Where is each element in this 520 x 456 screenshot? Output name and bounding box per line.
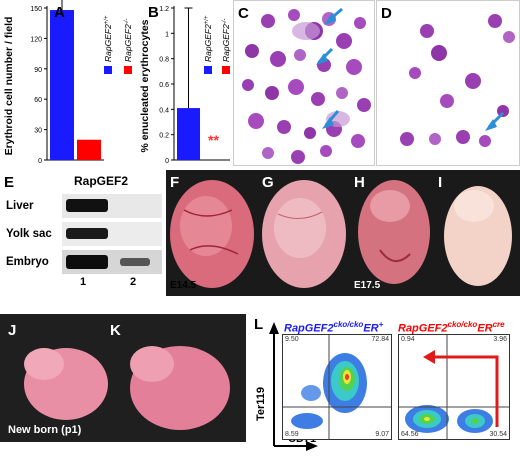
blot-strip-liver	[62, 194, 162, 218]
flow-left-lr: 9.07	[375, 431, 389, 438]
blot-strip-embryo	[62, 250, 162, 274]
y-tick-label: 1	[165, 31, 169, 38]
blot-lane-2: 2	[130, 276, 137, 288]
blot-band	[120, 258, 150, 266]
panel-label-h: H	[354, 174, 365, 191]
blot-band	[66, 255, 108, 269]
y-tick-label: 0.8	[159, 57, 169, 64]
embryo-photo-i: I	[434, 170, 520, 296]
flow-left-ul: 9.50	[285, 336, 299, 343]
significance-asterisks: **	[208, 132, 219, 148]
panel-e: E RapGEF2 Liver Yolk sac Embryo 1 2	[0, 168, 165, 288]
legend-swatch	[124, 66, 132, 74]
newborn-label: New born (p1)	[8, 424, 82, 436]
newborn-photo-jk: J K New born (p1)	[0, 314, 246, 442]
panel-label-k: K	[110, 322, 121, 339]
flow-title-left: RapGEF2cko/ckoER+	[284, 320, 384, 335]
chart-a: Erythroid cell number / field 0 30 60 90 120…	[3, 0, 133, 165]
y-tick-label: 60	[34, 97, 42, 104]
flow-left-ll: 8.59	[285, 431, 299, 438]
blot-row-liver: Liver	[6, 200, 34, 212]
flow-left-ur: 72.84	[371, 336, 389, 343]
micrograph-d: D	[376, 0, 520, 166]
legend-label: RapGEF2-/-	[123, 19, 133, 62]
legend-label: RapGEF2-/-	[221, 19, 231, 62]
y-tick-label: 0	[38, 158, 42, 165]
legend-swatch	[104, 66, 112, 74]
y-tick-label: 150	[30, 6, 42, 13]
flow-plot-right: 0.94 3.96 64.56 30.54	[398, 334, 510, 440]
stage-label-e14-5: E14.5	[170, 280, 197, 291]
blot-band	[66, 199, 108, 212]
panel-l: L RapGEF2cko/ckoER+ RapGEF2cko/ckoERcre …	[248, 314, 520, 456]
y-tick-label: 0	[165, 158, 169, 165]
panel-label-b: B	[148, 4, 159, 21]
panel-label-i: I	[438, 174, 443, 191]
bar-rapgef2-	[77, 139, 101, 160]
y-tick-label: 0.2	[159, 133, 169, 140]
flow-plot-left: 9.50 72.84 8.59 9.07	[282, 334, 392, 440]
y-tick-label: 1.2	[159, 6, 169, 13]
flow-ylabel: Ter119	[255, 387, 267, 421]
chart-b: % enucleated erythrocytes 0 0.2 0.4 0.6 0.8 1…	[139, 6, 231, 165]
flow-right-lr: 30.54	[489, 431, 507, 438]
flow-title-right: RapGEF2cko/ckoERcre	[398, 320, 505, 335]
legend-swatch	[222, 66, 230, 74]
blot-row-embryo: Embryo	[6, 256, 49, 268]
y-tick-label: 0.6	[159, 82, 169, 89]
embryo-photo-g: G	[258, 170, 350, 296]
panel-label-l: L	[254, 316, 264, 333]
blot-strip-yolk-sac	[62, 222, 162, 246]
chart-a-ylabel: Erythroid cell number / field	[3, 17, 15, 156]
micrograph-c-image	[242, 7, 371, 164]
bar-rapgef2-	[50, 10, 74, 160]
flow-right-ll: 64.56	[401, 431, 419, 438]
y-tick-label: 120	[30, 36, 42, 43]
legend-swatch	[204, 66, 212, 74]
bar-rapgef2-	[177, 108, 200, 160]
y-tick-label: 90	[34, 67, 42, 74]
blot-row-yolk-sac: Yolk sac	[6, 228, 52, 240]
legend-label: RapGEF2+/+	[203, 15, 213, 62]
flow-right-ul: 0.94	[401, 336, 415, 343]
panel-label-c: C	[238, 5, 249, 22]
panel-label-e: E	[4, 174, 15, 191]
stage-label-e17-5: E17.5	[354, 280, 381, 291]
legend-label: RapGEF2+/+	[103, 15, 113, 62]
panel-label-f: F	[170, 174, 180, 191]
panel-label-a: A	[54, 4, 65, 21]
embryo-photo-f: F E14.5	[166, 170, 258, 296]
y-tick-label: 30	[34, 128, 42, 135]
panel-label-d: D	[381, 5, 392, 22]
panel-label-j: J	[8, 322, 17, 339]
blot-lane-1: 1	[80, 276, 87, 288]
embryo-photo-h: H E17.5	[350, 170, 434, 296]
chart-b-ylabel: % enucleated erythrocytes	[140, 19, 151, 152]
panel-b: % enucleated erythrocytes 0 0.2 0.4 0.6 0.8 1…	[139, 0, 232, 168]
micrograph-c: C	[233, 0, 375, 166]
panel-a: Erythroid cell number / field 0 30 60 90 120…	[0, 0, 140, 168]
micrograph-d-image	[400, 14, 515, 147]
panel-label-g: G	[262, 174, 274, 191]
y-tick-label: 0.4	[159, 107, 169, 114]
blot-title: RapGEF2	[74, 174, 129, 188]
blot-band	[66, 228, 108, 239]
flow-right-ur: 3.96	[493, 336, 507, 343]
